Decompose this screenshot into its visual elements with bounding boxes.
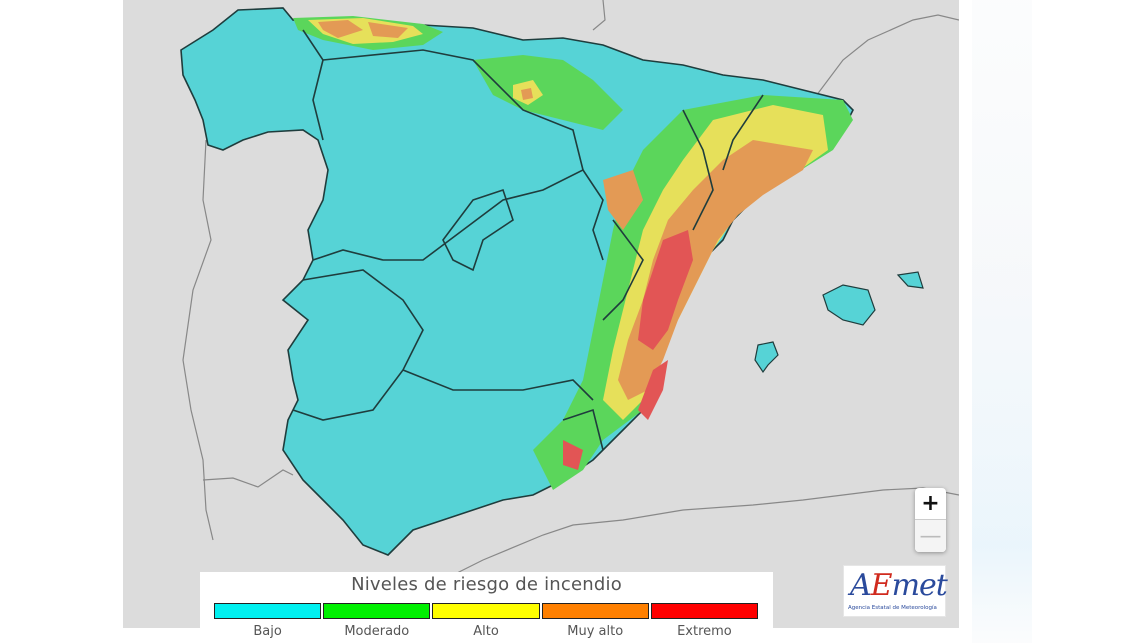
swatch-bajo <box>214 603 322 619</box>
logo-letter-e: E <box>870 568 893 603</box>
legend-labels: Bajo Moderado Alto Muy alto Extremo <box>214 624 758 639</box>
fire-risk-map[interactable] <box>123 0 959 628</box>
legend-label-alto: Alto <box>473 624 499 639</box>
legend-title: Niveles de riesgo de incendio <box>351 574 622 595</box>
zoom-out-button[interactable]: — <box>915 519 946 552</box>
map-canvas <box>180 0 959 628</box>
legend-label-muy-alto: Muy alto <box>567 624 624 639</box>
zoom-in-button[interactable]: + <box>921 491 940 516</box>
legend-label-bajo: Bajo <box>253 624 282 639</box>
legend-label-moderado: Moderado <box>344 624 410 639</box>
logo-letter-a: A <box>850 568 872 603</box>
legend-swatches <box>214 603 759 619</box>
swatch-alto <box>432 603 540 619</box>
legend-label-extremo: Extremo <box>677 624 732 639</box>
swatch-muy-alto <box>541 603 649 619</box>
zoom-control: + — <box>915 488 946 552</box>
decorative-background-pattern <box>972 0 1032 643</box>
swatch-extremo <box>650 603 759 619</box>
logo-letters-met: met <box>891 568 948 603</box>
swatch-moderado <box>323 603 431 619</box>
aemet-logo-mark: AEmet <box>850 568 948 603</box>
legend: Niveles de riesgo de incendio Bajo Moder… <box>200 572 773 643</box>
aemet-logo[interactable]: AEmet Agencia Estatal de Meteorología <box>843 565 948 617</box>
aemet-logo-subtitle: Agencia Estatal de Meteorología <box>848 605 937 611</box>
